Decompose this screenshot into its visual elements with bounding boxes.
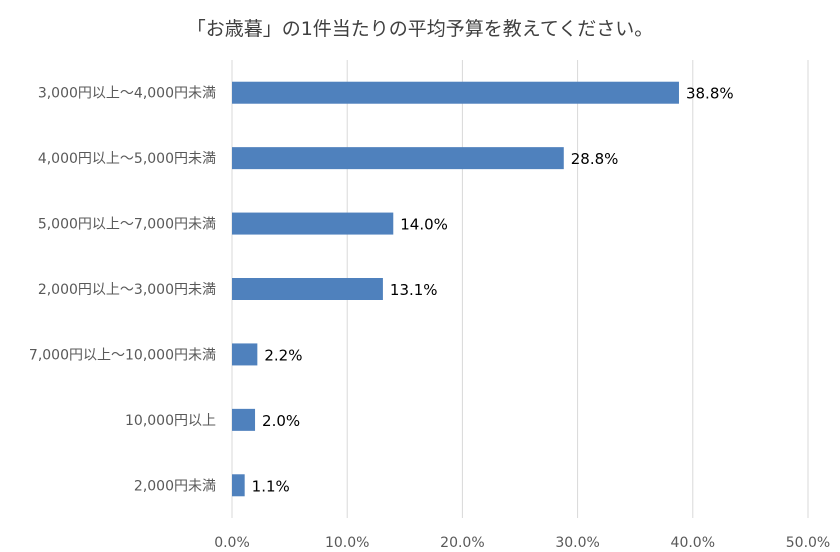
data-label: 2.2% [264, 346, 302, 364]
data-label: 28.8% [571, 150, 619, 168]
data-label: 14.0% [400, 216, 448, 234]
bar [232, 408, 256, 431]
bar [232, 278, 383, 300]
data-label: 38.8% [686, 85, 734, 103]
chart-title: 「お歳暮」の1件当たりの平均予算を教えてください。 [186, 18, 654, 40]
category-label: 10,000円以上 [125, 413, 216, 429]
bar [232, 81, 679, 104]
data-label: 2.0% [262, 412, 300, 430]
category-label: 5,000円以上～7,000円未満 [38, 217, 216, 233]
x-tick-label: 20.0% [440, 535, 484, 551]
category-label: 7,000円以上～10,000円未満 [29, 347, 216, 363]
x-tick-label: 50.0% [786, 535, 830, 551]
category-label: 2,000円以上～3,000円未満 [38, 282, 216, 298]
category-label: 4,000円以上～5,000円未満 [38, 151, 216, 167]
bar [232, 474, 245, 497]
category-label: 2,000円未満 [134, 478, 216, 494]
bar [232, 343, 258, 366]
x-tick-label: 40.0% [671, 535, 715, 551]
data-label: 13.1% [390, 281, 438, 299]
data-label: 1.1% [252, 477, 290, 495]
bar [232, 212, 394, 235]
x-tick-label: 0.0% [214, 535, 250, 551]
category-label: 3,000円以上～4,000円未満 [38, 86, 216, 102]
x-tick-label: 10.0% [325, 535, 369, 551]
x-tick-label: 30.0% [555, 535, 599, 551]
bar [232, 147, 564, 170]
